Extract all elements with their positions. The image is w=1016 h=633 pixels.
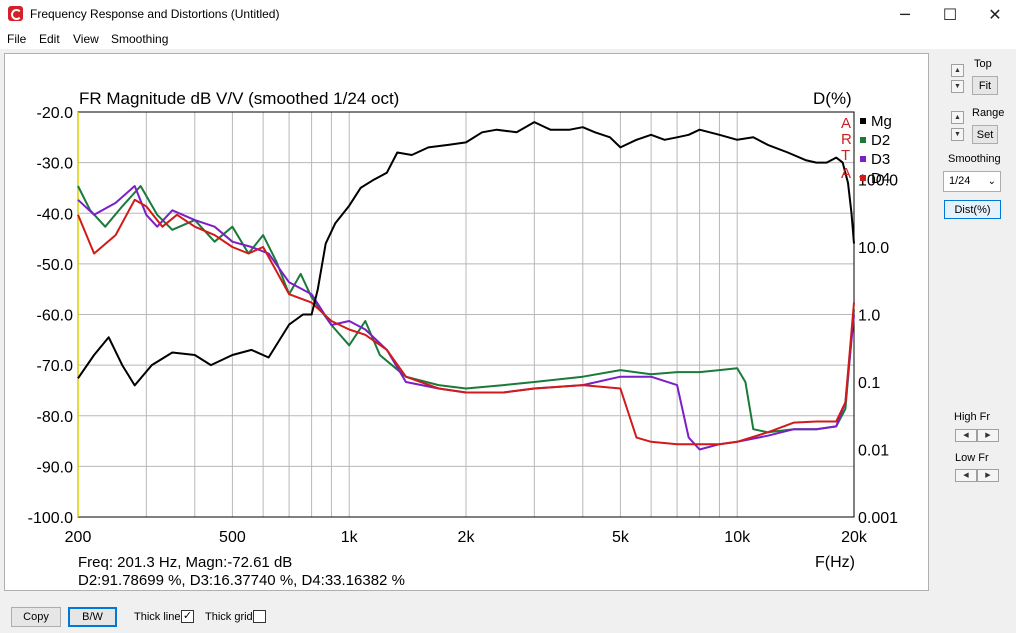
y-tick-label: -70.0 [37,358,74,375]
x-tick-label: 2k [458,529,476,546]
plot-panel: -20.0 -30.0 -40.0 -50.0 -60.0 -70.0 -80.0 -90.0… [4,53,929,591]
y2-tick-label: 0.1 [858,375,880,392]
range-up-arrow[interactable]: ▲ [951,111,964,124]
title-bar: Frequency Response and Distortions (Unti… [0,0,1016,29]
top-label: Top [974,58,992,70]
arta-logo: A R T A [841,115,852,182]
chart-series [77,121,855,451]
svg-text:A: A [841,115,851,132]
thick-grid-checkbox[interactable] [253,610,266,623]
chevron-down-icon: ⌄ [987,176,996,187]
minimize-button[interactable]: ─ [900,5,910,24]
high-fr-right-arrow[interactable]: ▶ [977,429,999,442]
menu-smoothing[interactable]: Smoothing [111,32,169,46]
copy-button[interactable]: Copy [11,607,61,627]
y2-tick-label: 0.01 [858,443,889,460]
range-label: Range [972,107,1005,119]
series-line-d4 [77,198,855,446]
high-fr-left-arrow[interactable]: ◀ [955,429,977,442]
x-axis-label: F(Hz) [815,554,855,571]
close-button[interactable]: ✕ [988,5,1002,24]
y2-tick-label: 0.001 [858,510,898,527]
y-tick-label: -100.0 [28,510,73,527]
x-tick-label: 500 [219,529,246,546]
svg-text:R: R [841,131,852,148]
side-controls: ▲ ▼ Top Fit ▲ ▼ Range Set Smoothing 1/24… [930,53,1016,591]
legend-swatch-d3 [860,156,866,162]
menu-bar: File Edit View Smoothing [0,29,1016,49]
bottom-bar: Copy B/W Thick line ✓ Thick grid [0,595,1016,633]
y-tick-label: -40.0 [37,206,74,223]
thick-line-checkbox[interactable]: ✓ [181,610,194,623]
legend-label-mg: Mg [871,113,892,130]
thick-line-label: Thick line [134,611,181,623]
chart-grid [77,111,855,518]
distortion-readout: D2:91.78699 %, D3:16.37740 %, D4:33.1638… [78,572,405,589]
smoothing-label: Smoothing [948,153,1001,165]
top-down-arrow[interactable]: ▼ [951,80,964,93]
low-fr-left-arrow[interactable]: ◀ [955,469,977,482]
smoothing-select[interactable]: 1/24 ⌄ [943,171,1001,192]
y-tick-label: -60.0 [37,308,74,325]
top-up-arrow[interactable]: ▲ [951,64,964,77]
menu-edit[interactable]: Edit [39,32,60,46]
svg-text:A: A [841,165,851,182]
high-fr-label: High Fr [954,411,991,423]
x-tick-label: 5k [612,529,630,546]
range-down-arrow[interactable]: ▼ [951,128,964,141]
menu-view[interactable]: View [73,32,99,46]
app-icon [8,6,23,21]
series-line-d2 [77,185,855,434]
x-tick-label: 20k [841,529,868,546]
y-tick-label: -80.0 [37,409,74,426]
y-tick-label: -50.0 [37,257,74,274]
chart-ticks: -20.0 -30.0 -40.0 -50.0 -60.0 -70.0 -80.0 -90.0… [28,105,899,546]
y2-tick-label: 1.0 [858,308,880,325]
legend-swatch-mg [860,118,866,124]
fit-button[interactable]: Fit [972,76,998,95]
chart-legend: Mg D2 D3 D4 [860,113,892,187]
right-axis-title: D(%) [813,89,852,108]
x-tick-label: 10k [724,529,751,546]
series-line-mg [77,121,855,387]
x-tick-label: 200 [65,529,92,546]
y2-tick-label: 10.0 [858,240,889,257]
y2-tick-label: 100.0 [858,173,898,190]
legend-label-d4: D4 [871,170,890,187]
frequency-response-chart[interactable]: -20.0 -30.0 -40.0 -50.0 -60.0 -70.0 -80.0 -90.0… [5,54,928,590]
freq-readout: Freq: 201.3 Hz, Magn:-72.61 dB [78,554,292,571]
y-tick-label: -30.0 [37,156,74,173]
low-fr-right-arrow[interactable]: ▶ [977,469,999,482]
y-tick-label: -20.0 [37,105,74,122]
menu-file[interactable]: File [7,32,27,46]
dist-percent-button[interactable]: Dist(%) [944,200,1001,219]
bw-button[interactable]: B/W [68,607,117,627]
low-fr-label: Low Fr [955,452,989,464]
smoothing-value: 1/24 [949,175,971,187]
x-tick-label: 1k [341,529,359,546]
svg-text:T: T [841,147,850,164]
chart-title: FR Magnitude dB V/V (smoothed 1/24 oct) [79,89,399,108]
thick-grid-label: Thick grid [205,611,253,623]
y-tick-label: -90.0 [37,459,74,476]
legend-swatch-d2 [860,137,866,143]
legend-label-d3: D3 [871,151,890,168]
set-button[interactable]: Set [972,125,998,144]
legend-swatch-d4 [860,175,866,181]
window-title: Frequency Response and Distortions (Unti… [30,7,280,21]
maximize-button[interactable]: ☐ [942,5,958,24]
legend-label-d2: D2 [871,132,890,149]
